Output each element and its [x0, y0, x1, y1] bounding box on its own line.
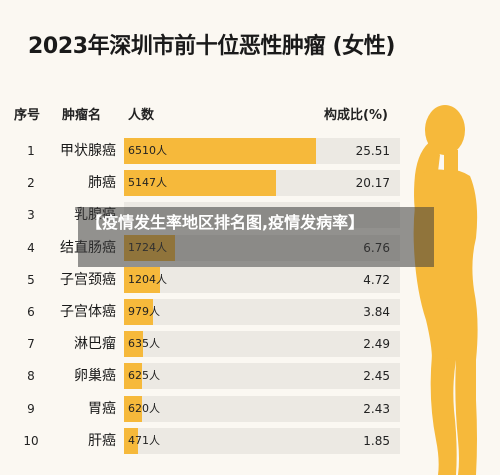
- ratio-label: 4.72: [363, 272, 390, 287]
- rank-label: 9: [27, 401, 35, 416]
- category-label: 胃癌: [88, 400, 116, 417]
- value-label: 979人: [128, 305, 160, 318]
- rank-label: 7: [27, 337, 35, 352]
- caption-overlay-text: 【疫情发生率地区排名图,疫情发病率】: [86, 213, 365, 232]
- table-row: 8 卵巢癌 625人 2.45: [0, 363, 420, 390]
- table-row: 9 胃癌 620人 2.43: [0, 395, 420, 423]
- table-row: 7 淋巴瘤 635人 2.49: [0, 331, 420, 358]
- category-label: 淋巴瘤: [74, 336, 116, 353]
- bar: [124, 138, 316, 164]
- bar: [124, 363, 143, 390]
- bar: [124, 331, 143, 358]
- chart-title: 2023年深圳市前十位恶性肿瘤 (女性): [28, 34, 396, 59]
- value-label: 635人: [128, 337, 160, 351]
- category-label: 肝癌: [88, 432, 116, 449]
- rank-label: 5: [27, 272, 35, 287]
- caption-overlay: [78, 207, 434, 267]
- rank-label: 2: [27, 176, 35, 191]
- ratio-label: 2.49: [363, 337, 390, 352]
- bar-track: [124, 299, 400, 325]
- ratio-label: 2.43: [363, 401, 390, 416]
- column-header-ratio: 构成比(%): [324, 108, 388, 123]
- table-row: 2 肺癌 5147人 20.17: [0, 170, 420, 197]
- category-label: 子宫体癌: [60, 304, 116, 320]
- ratio-label: 3.84: [363, 305, 390, 319]
- category-label: 甲状腺癌: [60, 143, 116, 159]
- bar: [124, 427, 138, 454]
- ratio-label: 2.45: [363, 369, 390, 384]
- ratio-label: 25.51: [355, 144, 390, 158]
- table-row: 10 肝癌 471人 1.85: [0, 427, 420, 455]
- rank-label: 3: [27, 208, 35, 223]
- bar-track: [124, 266, 400, 293]
- value-label: 625人: [128, 369, 160, 383]
- value-label: 5147人: [128, 176, 167, 190]
- table-row: 5 子宫颈癌 1204人 4.72: [0, 266, 420, 294]
- bar-track: [124, 427, 400, 454]
- bar: [124, 266, 160, 293]
- column-header-name: 肿瘤名: [62, 108, 102, 123]
- bar-track: [124, 395, 400, 422]
- column-header-rank: 序号: [14, 108, 41, 123]
- table-row: 6 子宫体癌 979人 3.84: [0, 299, 420, 326]
- table-row: 1 甲状腺癌 6510人 25.51: [0, 138, 420, 165]
- bar-track: [124, 363, 400, 390]
- rank-label: 4: [27, 240, 35, 255]
- value-label: 6510人: [128, 144, 167, 157]
- rank-label: 10: [23, 433, 39, 448]
- category-label: 肺癌: [88, 175, 116, 192]
- category-label: 卵巢癌: [74, 368, 116, 385]
- bar: [124, 170, 276, 197]
- ratio-label: 20.17: [355, 176, 390, 191]
- bar: [124, 299, 153, 325]
- bar-track: [124, 331, 400, 358]
- rank-label: 1: [27, 144, 35, 158]
- value-label: 471人: [128, 433, 160, 447]
- bar: [124, 395, 143, 422]
- rank-label: 8: [27, 369, 35, 384]
- rank-label: 6: [27, 305, 35, 319]
- value-label: 1204人: [128, 272, 167, 286]
- category-label: 子宫颈癌: [60, 271, 116, 288]
- column-header-count: 人数: [128, 108, 155, 123]
- ratio-label: 1.85: [363, 433, 390, 448]
- value-label: 620人: [128, 401, 160, 415]
